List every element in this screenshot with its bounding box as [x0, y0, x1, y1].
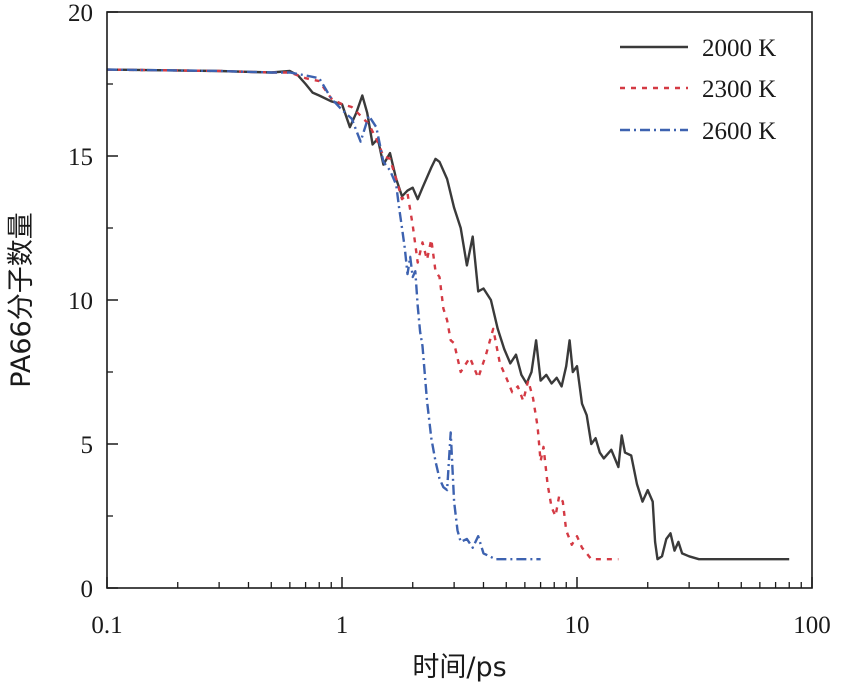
plot-lines [106, 68, 790, 561]
y-axis-title: PA66分子数量 [6, 212, 37, 387]
series-line-0 [106, 68, 790, 561]
y-tick-label: 10 [68, 288, 93, 315]
legend-label: 2600 K [702, 118, 776, 145]
x-axis-title: 时间/ps [412, 652, 506, 683]
legend-label: 2000 K [702, 35, 776, 62]
axes: 0.1 1 10 100 0 5 10 15 20 [68, 0, 831, 639]
x-tick-label: 1 [336, 612, 349, 639]
y-tick-label: 5 [81, 432, 94, 459]
x-tick-label: 0.1 [91, 612, 122, 639]
legend: 2000 K 2300 K 2600 K [620, 35, 776, 145]
y-tick-label: 0 [81, 576, 94, 603]
y-tick-label: 20 [68, 0, 93, 27]
y-tick-label: 15 [68, 144, 93, 171]
legend-label: 2300 K [702, 76, 776, 103]
x-tick-label: 100 [793, 612, 831, 639]
series-line-2 [106, 68, 541, 561]
x-tick-label: 10 [565, 612, 590, 639]
series-line-1 [106, 68, 619, 561]
